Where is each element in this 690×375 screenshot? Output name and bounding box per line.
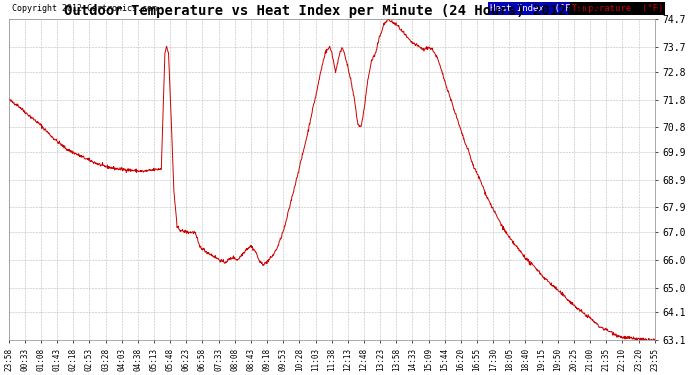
Text: Temperature  (°F): Temperature (°F)	[572, 4, 663, 13]
Text: Heat Index  (°F): Heat Index (°F)	[490, 4, 576, 13]
Title: Outdoor Temperature vs Heat Index per Minute (24 Hours) 20120816: Outdoor Temperature vs Heat Index per Mi…	[63, 4, 600, 18]
Text: Copyright 2012 Cartronics.com: Copyright 2012 Cartronics.com	[12, 4, 157, 13]
